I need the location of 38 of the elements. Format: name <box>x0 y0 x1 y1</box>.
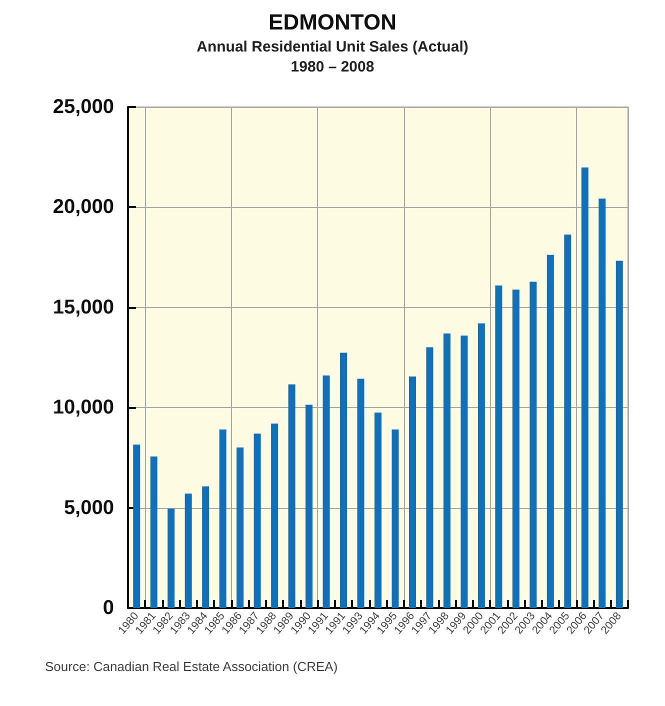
y-tick-label: 25,000 <box>52 96 114 118</box>
bar <box>288 384 296 608</box>
bar <box>408 376 416 608</box>
bar <box>184 494 192 608</box>
bar <box>357 378 364 608</box>
chart-title: EDMONTON <box>268 10 396 34</box>
bar <box>133 444 140 608</box>
bar <box>495 286 502 608</box>
y-tick-label: 5,000 <box>64 496 114 519</box>
source-note: Source: Canadian Real Estate Association (CREA) <box>45 659 338 674</box>
y-tick-label: 15,000 <box>52 296 114 318</box>
bar <box>392 429 399 608</box>
bar <box>236 447 244 608</box>
bar <box>306 404 313 608</box>
bar <box>322 376 330 608</box>
bar <box>271 424 278 608</box>
y-tick-label: 0 <box>102 597 114 619</box>
bar <box>478 323 485 608</box>
bar <box>340 352 348 608</box>
y-tick-label: 20,000 <box>52 196 114 218</box>
bar <box>150 456 158 608</box>
bar <box>512 290 520 608</box>
bar <box>581 168 588 608</box>
bar <box>530 282 537 608</box>
bar <box>254 434 261 608</box>
bar <box>443 333 450 608</box>
bar <box>460 336 468 608</box>
bar <box>598 198 606 608</box>
bar <box>374 412 382 608</box>
bar <box>168 508 175 608</box>
bar <box>202 486 210 608</box>
bar <box>546 254 554 608</box>
bar <box>219 429 226 608</box>
bar <box>564 234 572 608</box>
bar <box>426 347 434 608</box>
bar <box>616 260 623 608</box>
y-tick-label: 10,000 <box>52 396 114 419</box>
chart-subtitle: Annual Residential Unit Sales (Actual) 1980 – 2008 <box>196 38 468 76</box>
